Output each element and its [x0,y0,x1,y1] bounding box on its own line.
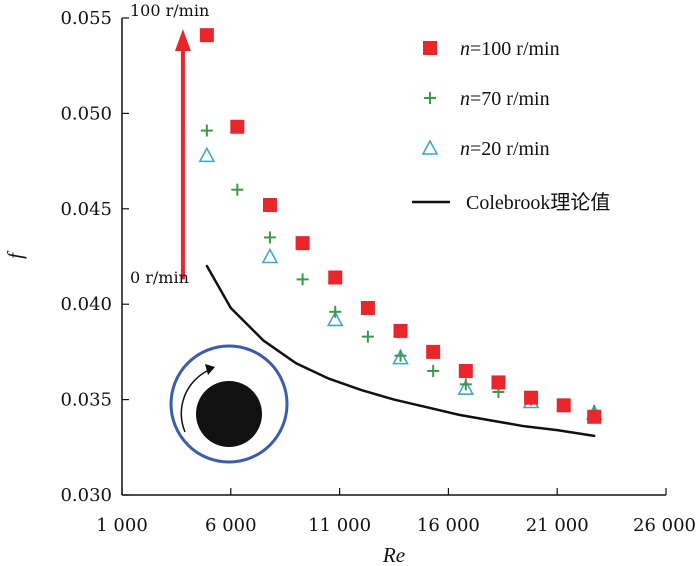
series-1-point [524,390,539,405]
rotation-arrowhead-icon [205,364,215,375]
series-1-point [295,236,310,251]
y-axis-title: f [3,250,27,259]
axes [121,18,666,496]
series-2-point [263,231,276,244]
colebrook-curve [205,264,596,438]
series-2-point [296,273,309,286]
legend-label: Colebrook理论值 [466,191,610,214]
data-points [198,28,603,424]
legend-symbol [423,41,437,55]
series-2-point [427,364,440,377]
series-3-point [198,146,216,163]
y-tick-label: 0.055 [60,8,112,29]
x-tick-label: 11 000 [308,515,371,536]
x-tick-label: 26 000 [633,515,696,536]
series-1-point [360,301,375,316]
series-2-point [394,349,407,362]
colebrook-line [205,264,596,438]
x-tick-label: 16 000 [417,515,480,536]
series-2-point [329,305,342,318]
series-2-point [361,330,374,343]
series-1-point [262,197,277,212]
legend-label: n=70 r/min [460,88,550,110]
arrow-top-label: 100 r/min [130,1,209,20]
legend-label-value: =70 r/min [470,88,550,110]
ticks: 0.030 0.035 0.040 0.045 0.050 0.055 1 000 6 000… [3,8,696,566]
pipe-outer-ring-icon [169,344,289,464]
x-tick-label: 21 000 [526,515,589,536]
series-3-point [261,247,279,264]
series-1-point [393,323,408,338]
series-2-point [231,183,244,196]
series-2-point [459,378,472,391]
series-3-point [392,348,409,365]
legend-label: n=100 r/min [460,38,560,60]
series-1-point [426,344,441,359]
x-axis-title: Re [382,543,405,566]
y-tick-label: 0.050 [60,103,112,124]
annotations: 100 r/min 0 r/min [130,1,289,464]
arrow-bottom-label: 0 r/min [130,268,189,287]
series-1-point [491,375,506,390]
speed-arrow-head-icon [174,29,191,52]
legend-label-variable: n [460,138,470,160]
legend-label-variable: n [460,88,470,110]
pipe-core-icon [196,381,262,447]
legend-symbol [421,139,439,155]
series-1-point [199,28,214,43]
rotation-arc-icon [180,369,210,433]
y-tick-label: 0.035 [60,390,112,411]
legend-label-value: =100 r/min [470,38,560,60]
series-1-point [458,363,473,378]
legend-symbol [424,92,436,104]
series-1-point [230,119,245,134]
y-tick-label: 0.030 [60,485,112,506]
series-3-point [326,310,344,327]
y-tick-label: 0.045 [60,199,112,220]
legend-label: n=20 r/min [460,138,550,160]
series-3-point [457,379,475,395]
series-1-point [328,270,343,285]
legend-label-variable: n [460,38,470,60]
series-2-point [200,124,213,137]
legend-label-value: =20 r/min [470,138,550,160]
series-1-point [556,398,571,413]
y-tick-label: 0.040 [60,294,112,315]
x-tick-label: 6 000 [205,515,257,536]
x-tick-label: 1 000 [96,515,148,536]
series-1-point [587,409,602,424]
